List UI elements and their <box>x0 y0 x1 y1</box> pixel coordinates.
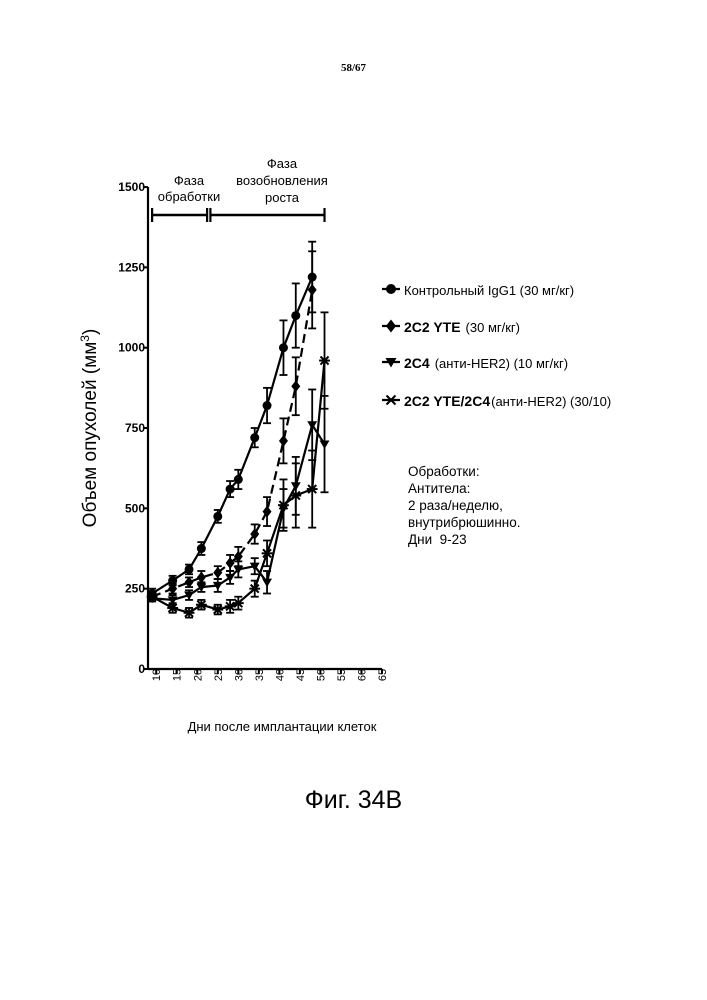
phase-treatment-label-1: Фаза <box>174 173 205 188</box>
phase-regrowth-label-1: Фаза <box>267 156 298 171</box>
y-tick-label: 1000 <box>118 341 145 355</box>
treatment-notes: Обработки: Антитела: 2 раза/неделю, внут… <box>408 463 521 548</box>
y-tick-label: 0 <box>138 662 145 676</box>
data-point <box>197 544 206 553</box>
legend-marker-circle <box>382 284 400 294</box>
axes: 0 250 500 750 1000 1250 1500 10 15 20 25 30 35 40 45 50… <box>118 180 389 681</box>
phase-annotations: Фаза обработки Фаза возобновления роста <box>152 156 328 222</box>
data-point <box>225 574 235 583</box>
x-tick-label: 10 <box>151 669 163 681</box>
notes-days-label: Дни <box>408 532 432 547</box>
x-tick-label: 60 <box>356 669 368 681</box>
legend: Контрольный IgG1 (30 мг/кг) 2C2 YTE (30 м… <box>382 283 611 409</box>
notes-line-1: Обработки: <box>408 463 521 480</box>
legend-marker-star <box>382 396 400 405</box>
y-tick-label: 1500 <box>118 180 145 194</box>
data-point <box>234 475 243 484</box>
x-tick-label: 25 <box>213 669 225 681</box>
phase-bars <box>152 208 324 222</box>
x-tick-label: 15 <box>172 669 184 681</box>
x-tick-label: 30 <box>233 669 245 681</box>
x-axis-label: Дни после имплантации клеток <box>188 719 377 734</box>
y-axis-label-main: Объем опухолей (мм <box>80 342 101 528</box>
series-2 <box>148 251 317 602</box>
y-tick-label: 500 <box>125 501 145 515</box>
data-point <box>279 343 288 352</box>
legend-label-4-rest: (анти-HER2) (30/10) <box>491 394 611 409</box>
legend-item-2: 2C2 YTE (30 мг/кг) <box>382 319 520 335</box>
y-axis-label-close: ) <box>80 329 101 335</box>
y-tick-label: 750 <box>125 421 145 435</box>
legend-item-1: Контрольный IgG1 (30 мг/кг) <box>382 283 574 298</box>
notes-days-range: 9-23 <box>440 532 467 547</box>
legend-label-3-rest: (анти-HER2) (10 мг/кг) <box>435 356 568 371</box>
x-tick-label: 35 <box>254 669 266 681</box>
data-point <box>213 567 222 579</box>
y-tick-label: 1250 <box>118 260 145 274</box>
data-point <box>213 512 222 521</box>
legend-label-1: Контрольный IgG1 (30 мг/кг) <box>404 283 574 298</box>
notes-line-3: 2 раза/неделю, <box>408 497 521 514</box>
data-point <box>226 485 235 494</box>
x-tick-label: 45 <box>295 669 307 681</box>
x-tick-label: 55 <box>336 669 348 681</box>
legend-label-4-main: 2C2 YTE/2C4 <box>404 393 490 409</box>
x-tick-label: 40 <box>274 669 286 681</box>
legend-item-3: 2C4 (анти-HER2) (10 мг/кг) <box>382 355 568 371</box>
x-tick-label: 50 <box>315 669 327 681</box>
data-point <box>279 435 288 447</box>
series-layer <box>147 242 330 618</box>
y-tick-label: 250 <box>125 582 145 596</box>
notes-line-5: Дни 9-23 <box>408 531 521 548</box>
legend-symbol <box>385 396 397 405</box>
legend-symbol <box>386 320 396 333</box>
series-1-line <box>152 277 312 594</box>
legend-symbol <box>386 284 396 294</box>
x-tick-label: 20 <box>192 669 204 681</box>
legend-label-2: 2C2 YTE (30 мг/кг) <box>404 319 520 335</box>
legend-label-2-main: 2C2 YTE <box>404 319 461 335</box>
notes-line-4: внутрибрюшинно. <box>408 514 521 531</box>
legend-label-4: 2C2 YTE/2C4(анти-HER2) (30/10) <box>404 393 611 409</box>
data-point <box>250 433 259 442</box>
notes-line-2: Антитела: <box>408 480 521 497</box>
data-point <box>291 311 300 320</box>
legend-item-4: 2C2 YTE/2C4(анти-HER2) (30/10) <box>382 393 611 409</box>
legend-label-2-rest: (30 мг/кг) <box>466 320 520 335</box>
data-point <box>185 565 194 574</box>
phase-regrowth-label-2: возобновления <box>236 173 328 188</box>
data-point <box>226 557 235 569</box>
figure-caption: Фиг. 34В <box>0 786 707 815</box>
y-axis-label: Объем опухолей (мм3) <box>78 329 101 528</box>
legend-label-3: 2C4 (анти-HER2) (10 мг/кг) <box>404 355 568 371</box>
data-point <box>263 401 272 410</box>
x-tick-label: 65 <box>377 669 389 681</box>
data-point <box>320 440 330 449</box>
legend-marker-triangle <box>382 358 400 368</box>
legend-label-3-main: 2C4 <box>404 355 430 371</box>
phase-regrowth-label-3: роста <box>265 190 300 205</box>
series-1 <box>148 242 317 599</box>
data-point <box>291 380 300 392</box>
tumor-volume-chart: Фаза обработки Фаза возобновления роста … <box>0 0 707 760</box>
phase-treatment-label-2: обработки <box>158 189 220 204</box>
legend-marker-diamond <box>382 320 400 333</box>
data-point <box>262 579 272 588</box>
series-3 <box>147 389 329 604</box>
